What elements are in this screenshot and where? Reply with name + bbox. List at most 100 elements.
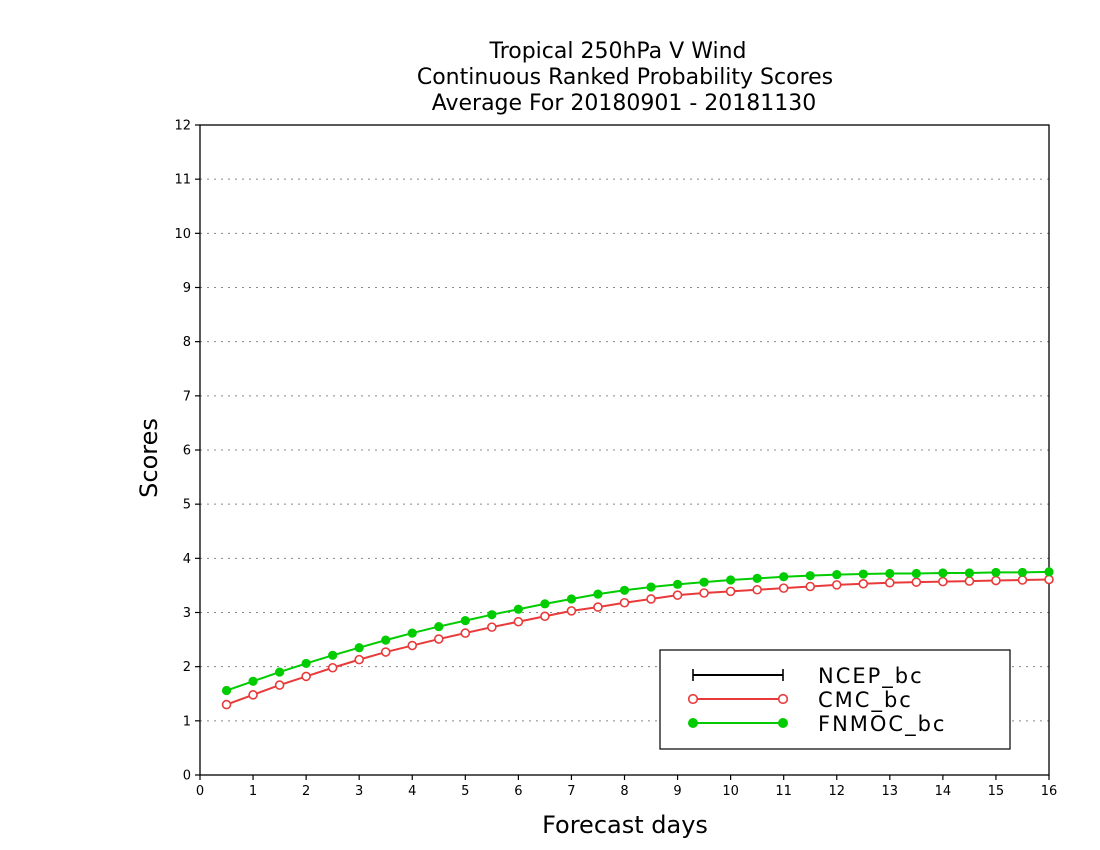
data-point-CMC_bc [513, 616, 524, 627]
x-tick-label: 13 [882, 784, 899, 799]
legend-marker-FNMOC_bc [778, 718, 788, 728]
data-point-FNMOC_bc [1044, 567, 1054, 577]
data-point-CMC_bc [380, 647, 391, 657]
x-tick-label: 7 [567, 784, 575, 799]
data-point-FNMOC_bc [991, 567, 1001, 578]
data-point-FNMOC_bc [805, 571, 815, 581]
data-point-FNMOC_bc [221, 685, 232, 696]
data-point-CMC_bc [433, 634, 444, 644]
data-point-CMC_bc [248, 690, 258, 700]
data-point-FNMOC_bc [779, 572, 789, 582]
data-point-CMC_bc [221, 699, 232, 710]
x-axis-label: Forecast days [542, 811, 708, 839]
data-point-CMC_bc [699, 588, 709, 598]
y-tick-label: 0 [183, 769, 191, 784]
y-tick-label: 4 [183, 552, 191, 567]
x-tick-label: 11 [775, 784, 792, 799]
data-point-CMC_bc [964, 576, 975, 586]
x-tick-label: 3 [355, 784, 363, 799]
y-tick-label: 11 [174, 173, 191, 188]
data-point-CMC_bc [1017, 575, 1028, 585]
data-point-FNMOC_bc [646, 582, 656, 592]
x-tick-label: 8 [620, 784, 628, 799]
x-tick-label: 6 [514, 784, 522, 799]
y-tick-label: 6 [183, 444, 191, 459]
data-point-CMC_bc [778, 583, 789, 593]
data-point-CMC_bc [991, 575, 1001, 586]
data-point-CMC_bc [327, 662, 338, 673]
x-tick-label: 10 [722, 784, 739, 799]
data-point-FNMOC_bc [911, 568, 921, 579]
data-point-CMC_bc [540, 611, 550, 622]
data-point-FNMOC_bc [434, 621, 444, 632]
y-tick-label: 3 [183, 606, 191, 621]
data-point-CMC_bc [672, 590, 683, 600]
legend-marker-CMC_bc [687, 693, 699, 705]
data-point-FNMOC_bc [407, 628, 417, 638]
legend-marker-FNMOC_bc [688, 718, 698, 728]
y-tick-label: 8 [183, 335, 191, 350]
grid-lines [200, 178, 1049, 722]
data-point-CMC_bc [619, 597, 630, 608]
data-point-FNMOC_bc [964, 568, 975, 578]
data-point-CMC_bc [911, 577, 922, 587]
data-point-CMC_bc [725, 586, 736, 597]
data-point-FNMOC_bc [513, 604, 523, 614]
data-point-FNMOC_bc [726, 575, 736, 585]
data-point-CMC_bc [354, 654, 364, 665]
y-tick-label: 12 [174, 119, 191, 134]
y-tick-label: 9 [183, 281, 191, 296]
data-point-CMC_bc [831, 580, 842, 590]
x-tick-label: 12 [828, 784, 845, 799]
data-point-CMC_bc [566, 606, 577, 616]
data-point-CMC_bc [274, 680, 285, 690]
data-point-FNMOC_bc [301, 658, 311, 669]
data-point-FNMOC_bc [752, 573, 762, 583]
data-point-FNMOC_bc [248, 676, 258, 686]
x-tick-label: 5 [461, 784, 469, 799]
data-point-FNMOC_bc [460, 616, 470, 626]
data-point-FNMOC_bc [354, 643, 364, 653]
data-point-CMC_bc [805, 581, 816, 592]
chart-title-line-1: Tropical 250hPa V Wind [488, 39, 746, 64]
data-point-FNMOC_bc [619, 585, 630, 595]
x-tick-label: 15 [988, 784, 1005, 799]
data-point-FNMOC_bc [540, 599, 550, 609]
data-point-FNMOC_bc [328, 650, 338, 660]
y-tick-label: 2 [183, 660, 191, 675]
data-point-FNMOC_bc [1017, 567, 1028, 578]
data-point-CMC_bc [858, 578, 869, 589]
x-tick-label: 14 [935, 784, 952, 799]
legend-label-CMC_bc: CMC_bc [818, 688, 913, 713]
data-point-CMC_bc [407, 640, 418, 651]
x-axis-ticks: 0 1 2 3 4 5 6 7 8 9 10 11 12 13 14 15 16 [196, 775, 1057, 799]
data-point-FNMOC_bc [672, 579, 683, 589]
data-point-FNMOC_bc [832, 569, 842, 580]
data-point-CMC_bc [301, 671, 311, 682]
data-point-FNMOC_bc [699, 577, 709, 587]
data-point-FNMOC_bc [593, 589, 603, 599]
legend-label-NCEP_bc: NCEP_bc [818, 664, 924, 689]
data-point-CMC_bc [885, 577, 895, 588]
y-tick-label: 7 [183, 389, 191, 404]
x-tick-label: 0 [196, 784, 204, 799]
data-point-CMC_bc [1044, 574, 1054, 585]
data-point-FNMOC_bc [381, 635, 391, 645]
data-point-FNMOC_bc [487, 610, 497, 620]
data-point-CMC_bc [487, 622, 497, 632]
chart-title-line-2: Continuous Ranked Probability Scores [417, 65, 833, 90]
data-point-CMC_bc [593, 602, 603, 612]
data-point-CMC_bc [646, 594, 656, 604]
data-point-FNMOC_bc [885, 568, 895, 579]
y-axis-label: Scores [135, 418, 163, 498]
legend-label-FNMOC_bc: FNMOC_bc [818, 712, 946, 737]
x-tick-label: 2 [302, 784, 310, 799]
chart-title-line-3: Average For 20180901 - 20181130 [432, 91, 817, 116]
chart-title: Tropical 250hPa V Wind Continuous Ranked… [417, 39, 833, 116]
x-tick-label: 4 [408, 784, 416, 799]
data-point-FNMOC_bc [274, 667, 285, 677]
data-point-CMC_bc [752, 584, 762, 595]
